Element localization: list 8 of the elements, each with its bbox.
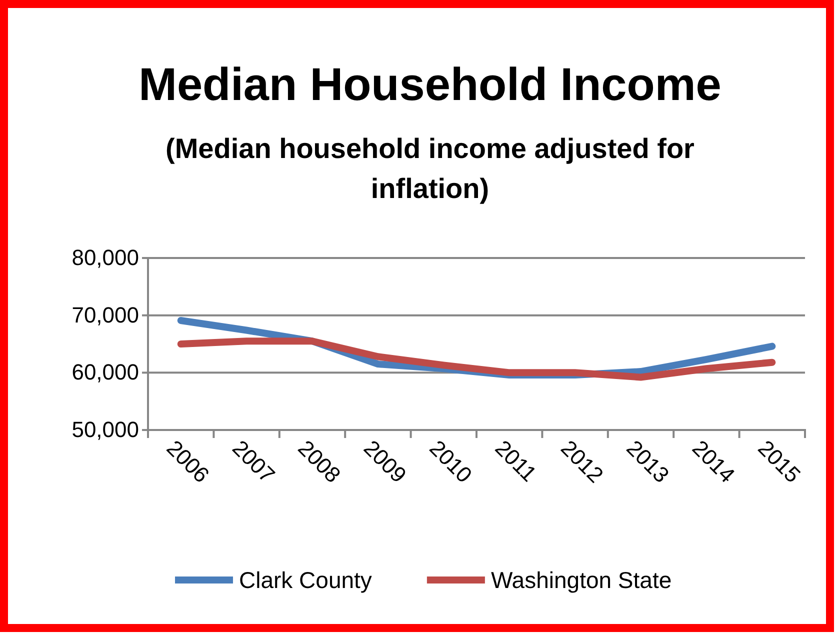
y-tick-label: 80,000 [72,245,139,270]
y-tick-label: 60,000 [72,360,139,385]
legend-label: Clark County [239,567,372,593]
chart-title: Median Household Income [138,58,722,110]
y-tick-label: 50,000 [72,417,139,442]
chart-subtitle: (Median household income adjusted for inflation) [166,133,695,204]
legend-label: Washington State [490,567,672,593]
y-tick-label: 70,000 [72,302,139,328]
